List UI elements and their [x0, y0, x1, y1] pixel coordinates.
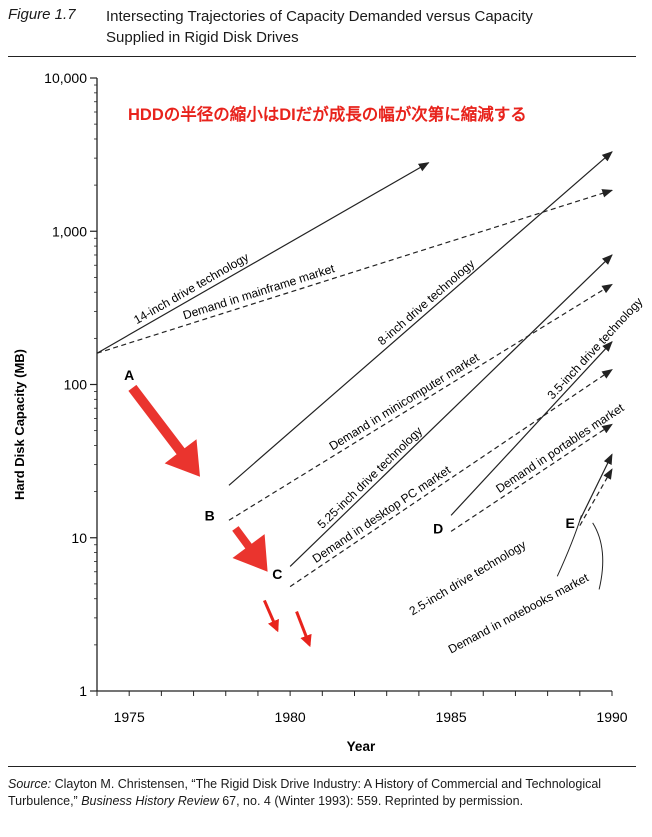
series-line [96, 189, 614, 354]
source-journal: Business History Review [81, 794, 219, 808]
leader-line [556, 515, 582, 577]
series-line [450, 340, 613, 516]
series-line [450, 423, 613, 532]
point-label-a: A [124, 367, 134, 383]
series-line [96, 162, 430, 354]
x-tick-label: 1975 [114, 709, 145, 725]
top-rule [8, 56, 636, 57]
red-arrow-3 [262, 599, 279, 633]
y-tick-label: 10 [71, 530, 87, 546]
y-tick-label: 100 [64, 377, 88, 393]
series-line [289, 254, 613, 567]
series-line [579, 468, 613, 526]
x-tick-label: 1985 [435, 709, 466, 725]
series-line [228, 283, 613, 521]
point-label-d: D [433, 520, 443, 536]
y-tick-label: 1,000 [52, 223, 87, 239]
point-label-c: C [272, 566, 282, 582]
japanese-annotation: HDDの半径の縮小はDIだが成長の幅が次第に縮減する [128, 104, 527, 124]
x-tick-label: 1980 [275, 709, 306, 725]
point-labels: A B C D E [124, 367, 575, 582]
source-label: Source: [8, 777, 52, 791]
red-arrow-1 [128, 384, 200, 477]
figure-title: Intersecting Trajectories of Capacity De… [106, 6, 626, 48]
point-label-b: B [205, 507, 215, 523]
figure-title-line2: Supplied in Rigid Disk Drives [106, 29, 299, 46]
red-arrow-2 [232, 526, 268, 572]
figure-label: Figure 1.7 [8, 6, 76, 23]
figure-title-line1: Intersecting Trajectories of Capacity De… [106, 8, 533, 25]
source-note: Source: Clayton M. Christensen, “The Rig… [8, 776, 638, 810]
series-label: 8-inch drive technology [375, 257, 477, 349]
series-line [579, 453, 613, 521]
y-tick-label: 10,000 [44, 70, 87, 86]
series-label: 2.5-inch drive technology [407, 538, 529, 619]
series-layer [96, 151, 614, 590]
leader-line [592, 522, 604, 590]
series-line [289, 369, 613, 588]
y-axis-label: Hard Disk Capacity (MB) [12, 349, 27, 500]
point-label-e: E [565, 515, 574, 531]
red-arrows [128, 384, 312, 648]
x-axis-label: Year [347, 739, 376, 754]
red-arrow-4 [295, 610, 312, 648]
source-text-1: Clayton M. Christensen, “The Rigid Disk … [8, 777, 602, 808]
x-tick-label: 1990 [596, 709, 627, 725]
y-tick-label: 1 [79, 683, 87, 699]
series-label: 3.5-inch drive technology [544, 295, 645, 402]
axes: 1 10 100 1,000 10,000 1975 1980 1985 1990 [44, 70, 628, 725]
bottom-rule [8, 766, 636, 767]
series-line [228, 151, 613, 486]
source-text-2: 67, no. 4 (Winter 1993): 559. Reprinted … [218, 794, 524, 808]
